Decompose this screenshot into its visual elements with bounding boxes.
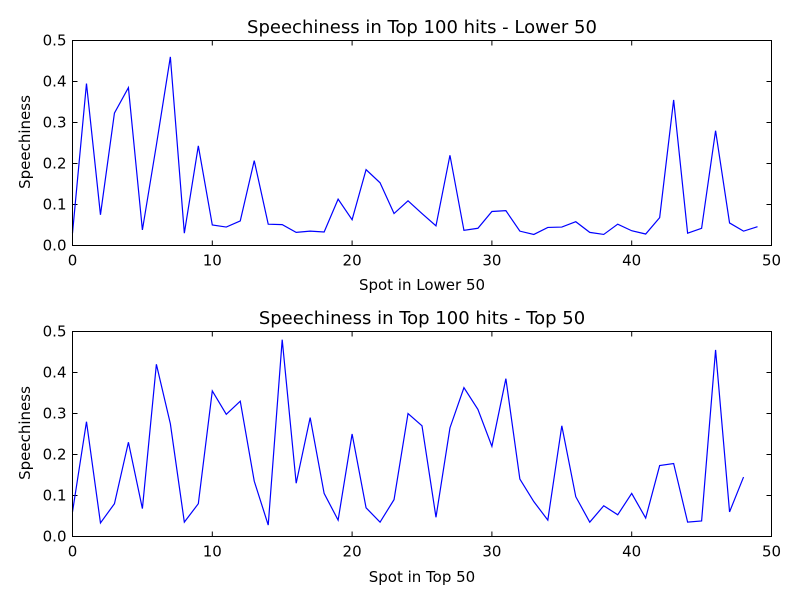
plot-frame [72, 331, 772, 537]
y-tick-label: 0.5 [43, 323, 67, 341]
chart-top-50: Speechiness in Top 100 hits - Top 50 Spe… [16, 308, 781, 586]
x-tick-label: 50 [762, 252, 781, 270]
y-tick-label: 0.4 [43, 364, 67, 382]
x-tick-label: 30 [482, 252, 501, 270]
x-tick-label: 10 [203, 252, 222, 270]
ticks: 0 10 20 30 40 50 0.0 0.1 0.2 0.3 0.4 0.5 [43, 32, 781, 270]
x-tick-label: 40 [622, 252, 641, 270]
y-tick-label: 0.1 [43, 196, 67, 214]
x-axis-label: Spot in Top 50 [369, 568, 475, 586]
x-tick-label: 20 [343, 543, 362, 561]
x-axis-label: Spot in Lower 50 [359, 276, 485, 294]
y-tick-label: 0.1 [43, 487, 67, 505]
y-tick-label: 0.0 [43, 528, 67, 546]
y-tick-label: 0.3 [43, 114, 67, 132]
plot-frame [72, 40, 772, 246]
y-tick-label: 0.4 [43, 73, 67, 91]
x-tick-label: 0 [68, 543, 78, 561]
x-tick-label: 30 [482, 543, 501, 561]
x-tick-label: 50 [762, 543, 781, 561]
y-tick-label: 0.5 [43, 32, 67, 50]
chart-title: Speechiness in Top 100 hits - Top 50 [259, 308, 585, 329]
chart-title: Speechiness in Top 100 hits - Lower 50 [247, 17, 597, 38]
chart-lower-50: Speechiness in Top 100 hits - Lower 50 S… [16, 17, 781, 294]
series-line [71, 339, 745, 526]
x-tick-label: 20 [343, 252, 362, 270]
x-tick-label: 40 [622, 543, 641, 561]
y-tick-label: 0.0 [43, 237, 67, 255]
y-tick-label: 0.3 [43, 405, 67, 423]
x-tick-label: 0 [68, 252, 78, 270]
y-tick-label: 0.2 [43, 446, 67, 464]
ticks: 0 10 20 30 40 50 0.0 0.1 0.2 0.3 0.4 0.5 [43, 323, 781, 561]
y-tick-label: 0.2 [43, 155, 67, 173]
series-line [71, 56, 758, 236]
y-axis-label: Speechiness [16, 386, 34, 480]
y-axis-label: Speechiness [16, 95, 34, 189]
x-tick-label: 10 [203, 543, 222, 561]
